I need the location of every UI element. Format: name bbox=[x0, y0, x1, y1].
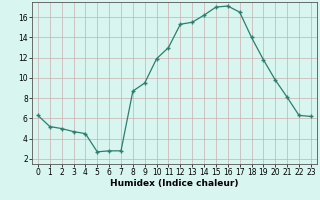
X-axis label: Humidex (Indice chaleur): Humidex (Indice chaleur) bbox=[110, 179, 239, 188]
